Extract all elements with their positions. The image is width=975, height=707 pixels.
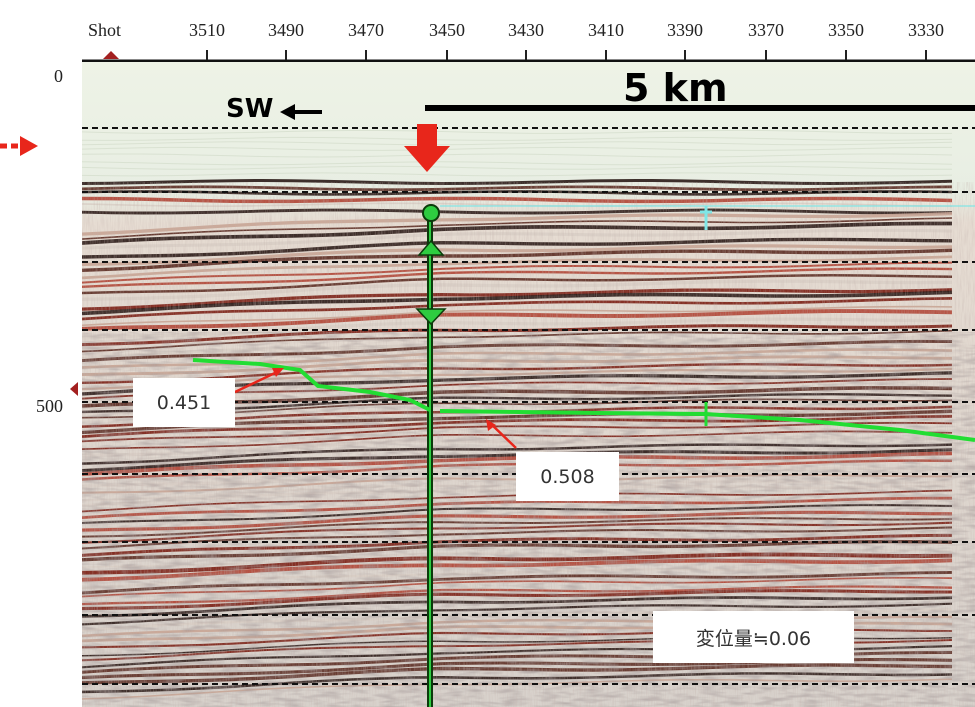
right-arrow-icon xyxy=(0,136,38,156)
reflector xyxy=(82,165,953,170)
tick-label: 3450 xyxy=(429,20,465,40)
displacement-box: 変位量≒0.06 xyxy=(653,611,854,663)
direction-label: SW xyxy=(226,94,274,124)
reflector xyxy=(82,136,953,141)
reflector xyxy=(82,141,953,146)
shot-axis-title: Shot xyxy=(88,20,122,40)
tick-label: 3330 xyxy=(908,20,944,40)
tick-label: 3370 xyxy=(748,20,784,40)
reflector xyxy=(82,153,953,158)
tick-label: 3390 xyxy=(667,20,703,40)
tick-label: 3350 xyxy=(828,20,864,40)
displacement-text: 変位量≒0.06 xyxy=(695,627,812,650)
tick-label: 3510 xyxy=(189,20,225,40)
reflector xyxy=(82,172,953,177)
callout-left-value: 0.451 xyxy=(156,391,212,414)
scale-bar-label: 5 km xyxy=(623,66,728,110)
tick-label: 3430 xyxy=(508,20,544,40)
shot-axis: Shot 3510 3490 3470 3450 3430 3410 3390 … xyxy=(0,0,975,62)
callout-right-value: 0.508 xyxy=(540,465,595,488)
shot-marker-icon xyxy=(103,51,119,59)
y-label-500: 500 xyxy=(36,396,63,416)
reflector xyxy=(82,129,952,134)
tick-label: 3490 xyxy=(268,20,304,40)
tick-label: 3410 xyxy=(588,20,624,40)
y-marker-icon xyxy=(70,382,78,396)
reflector xyxy=(82,146,953,151)
reflector xyxy=(82,161,953,166)
callout-left: 0.451 xyxy=(133,378,235,427)
shot-axis-ticks xyxy=(82,50,975,62)
y-label-0: 0 xyxy=(54,66,63,86)
callout-right: 0.508 xyxy=(516,452,619,501)
tick-label: 3470 xyxy=(348,20,384,40)
